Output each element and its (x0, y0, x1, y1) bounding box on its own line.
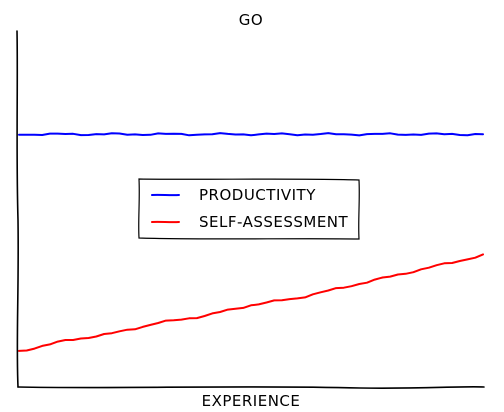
legend-label-productivity: PRODUCTIVITY (199, 186, 316, 204)
x-axis-label: EXPERIENCE (202, 392, 301, 410)
legend: PRODUCTIVITY SELF-ASSESSMENT (138, 178, 360, 240)
legend-entries: PRODUCTIVITY SELF-ASSESSMENT (151, 186, 349, 231)
series-line-productivity (18, 132, 484, 137)
chart-title: GO (239, 11, 263, 29)
y-axis (16, 30, 20, 388)
series-layer (18, 132, 484, 352)
x-axis (17, 385, 485, 390)
series-line-self-assessment (18, 253, 484, 352)
legend-box (138, 178, 360, 240)
legend-label-self-assessment: SELF-ASSESSMENT (199, 213, 349, 231)
